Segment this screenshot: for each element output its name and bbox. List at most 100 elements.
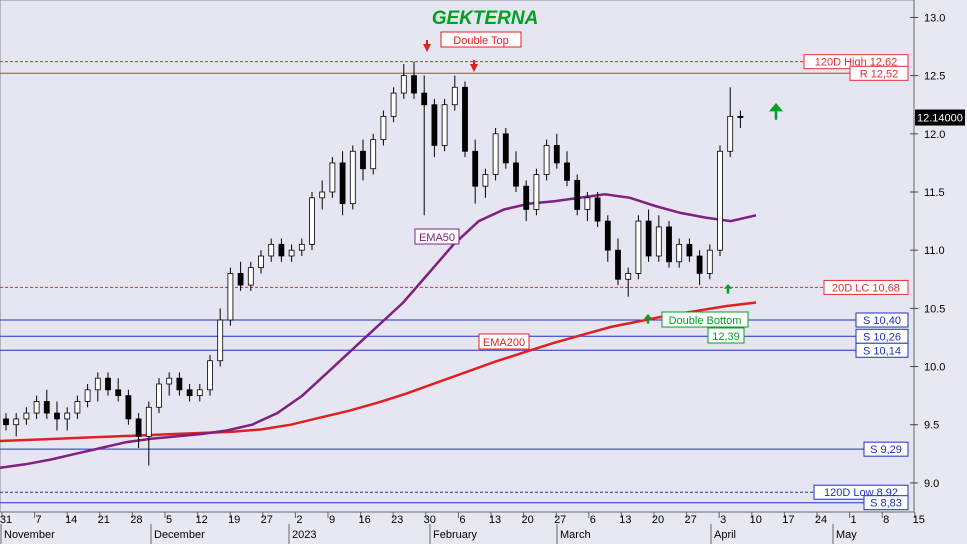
x-tick-label: 30 [424,514,436,526]
x-tick-label: 9 [329,514,335,526]
y-tick-label: 12.0 [924,129,945,141]
x-tick-label: 1 [851,514,857,526]
level-label-box [863,441,909,457]
month-label: March [560,529,591,541]
candle-body [105,377,111,391]
x-tick-label: 13 [619,514,631,526]
candle-body [574,179,581,210]
candle-body [543,145,550,175]
double-bottom-label-box [661,311,749,328]
candle-body [604,220,611,251]
candle-body [319,191,326,199]
candle-body [737,115,744,118]
candle-body [431,104,438,146]
x-tick-label: 20 [521,514,533,526]
last-price-label: 12.14000 [917,113,963,125]
candle-body [360,150,366,170]
x-tick-label: 24 [815,514,827,526]
candle-body [370,139,377,170]
month-label: May [836,529,857,541]
candle-body [207,360,213,391]
candle-body [156,383,162,408]
candle-body [237,273,244,286]
y-tick-label: 13.0 [924,12,945,24]
candle-body [125,395,132,420]
double-bottom-label: Double Bottom [669,315,742,327]
x-tick-label: 6 [459,514,465,526]
candle-body [441,104,448,146]
x-tick-label: 15 [913,514,925,526]
x-tick-label: 27 [261,514,273,526]
candle-body [380,115,387,141]
candle-body [329,162,336,193]
candle-body [33,401,40,414]
double-bottom-value: 12,39 [712,331,740,343]
candle-body [513,162,519,187]
level-label: S 9,29 [870,444,902,456]
level-label: S 8,83 [870,498,902,510]
level-label: S 10,26 [863,331,901,343]
candle-body [54,412,60,420]
candle-body [23,412,30,420]
candle-body [564,162,570,181]
candle-body [166,377,173,385]
candle-body [217,319,224,362]
candle-body [666,226,672,263]
x-tick-label: 12 [195,514,207,526]
candle-body [186,389,193,397]
candle-body [421,92,428,106]
level-label: 20D LC 10,68 [832,282,900,294]
candle-body [349,150,356,205]
y-tick-label: 11.0 [924,245,945,257]
candle-body [533,174,540,210]
candle-body [13,418,20,426]
candle-body [196,389,203,397]
candle-body [594,197,601,222]
candle-body [135,418,142,437]
last-price-box [915,109,965,126]
double-top-label-box [440,31,522,48]
x-tick-label: 16 [358,514,370,526]
y-tick-label: 12.5 [924,71,945,83]
candle-body [625,273,632,280]
x-axis: 31 7 14 21 28 5 12 19 27 2 9 16 23 30 6 13 20 27 6 13 20 27 3 1… [0,511,925,544]
candle-body [145,406,152,437]
level-label-box [849,65,909,81]
ema200-label: EMA200 [483,337,525,349]
x-tick-label: 27 [684,514,696,526]
level-lines: 120D High 12,62R 12,52 20D LC 10,68 S 10,4… [0,54,909,511]
y-tick-label: 9.5 [924,420,939,432]
double-top-arrow-2 [470,64,478,72]
candle-body [84,389,91,402]
level-label-box [855,312,909,328]
double-bottom-arrow-1 [644,314,652,319]
x-tick-label: 10 [750,514,762,526]
candle-body [492,133,499,175]
candle-body [706,249,713,274]
candle-body [268,243,275,257]
candle-body [553,145,560,164]
y-tick-label: 9.0 [924,478,939,490]
candle-body [451,86,458,106]
candle-body [247,267,254,286]
level-label: R 12,52 [860,68,899,80]
candle-body [655,226,662,257]
candle-body [411,75,417,94]
candle-body [502,133,509,164]
candle-body [258,255,264,269]
level-label: 120D High 12,62 [815,57,898,69]
plot-area [0,0,915,513]
candle-body [523,185,530,210]
candle-body [686,243,693,257]
ema200-line [0,301,757,443]
candle-body [43,401,50,414]
candle-body [584,197,591,210]
x-tick-label: 17 [782,514,794,526]
candle-body [176,377,183,391]
x-tick-label: 14 [65,514,77,526]
x-tick-label: 28 [130,514,142,526]
candle-body [727,115,734,152]
x-tick-label: 2 [296,514,302,526]
candle-body [309,197,315,245]
